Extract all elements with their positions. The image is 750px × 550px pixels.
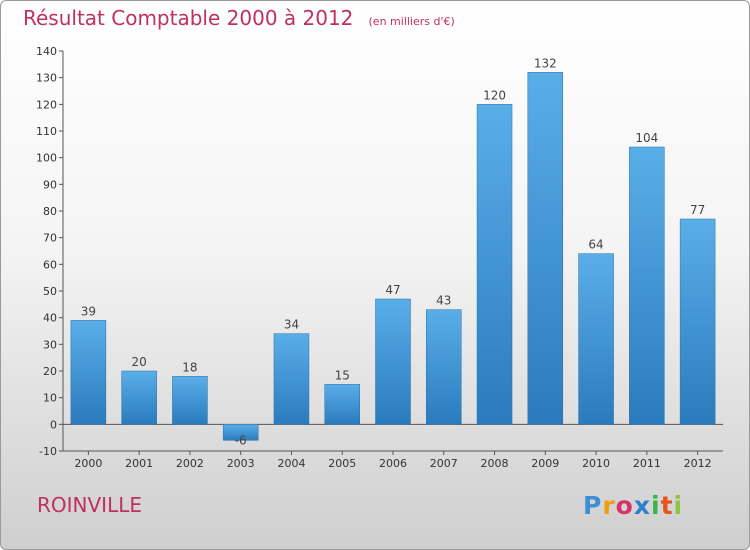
x-tick-label: 2005: [328, 457, 356, 470]
y-tick-label: 110: [36, 125, 57, 138]
data-label: 104: [635, 131, 658, 145]
data-label: 132: [534, 56, 557, 70]
y-tick-label: 10: [43, 392, 57, 405]
y-tick-label: 130: [36, 72, 57, 85]
y-tick-label: 140: [36, 45, 57, 58]
bar[interactable]: [121, 370, 157, 425]
bar[interactable]: [222, 424, 259, 441]
bar[interactable]: [476, 104, 513, 425]
data-label: 120: [483, 88, 506, 102]
y-tick-label: 60: [43, 258, 57, 271]
logo-letter: r: [602, 491, 616, 520]
bar[interactable]: [324, 384, 360, 425]
y-tick-label: 90: [43, 178, 57, 191]
x-tick-label: 2002: [176, 457, 204, 470]
x-tick-label: 2007: [430, 457, 458, 470]
bars: [70, 72, 716, 441]
bar[interactable]: [273, 333, 310, 425]
data-label: 39: [81, 304, 96, 318]
y-tick-label: 120: [36, 98, 57, 111]
x-tick-label: 2001: [125, 457, 153, 470]
logo-letter: i: [673, 491, 684, 520]
data-label: 15: [335, 368, 350, 382]
data-label: 20: [132, 355, 147, 369]
data-label: 34: [284, 318, 299, 332]
logo-letter: o: [615, 491, 634, 520]
data-labels: 39 20 18 -6 34 15 47 43 120 132 64 104 77: [81, 56, 706, 447]
x-tick-label: 2004: [277, 457, 305, 470]
data-label: 18: [182, 360, 197, 374]
data-label: 77: [690, 203, 705, 217]
y-tick-label: 40: [43, 312, 57, 325]
y-tick-label: 0: [50, 418, 57, 431]
axes: -10 0 10 20 30 40 50 60 70 80 90 100 110 120 130 140 200…: [36, 45, 723, 470]
data-label: 64: [588, 238, 603, 252]
y-tick-label: -10: [39, 445, 57, 458]
proxiti-logo[interactable]: Proxiti: [583, 491, 683, 520]
chart-unit-label: (en milliers d'€): [368, 15, 455, 28]
bar[interactable]: [375, 298, 411, 425]
x-tick-label: 2003: [227, 457, 255, 470]
logo-letter: P: [583, 491, 603, 520]
bar[interactable]: [679, 218, 716, 425]
data-label: -6: [235, 433, 247, 447]
chart-title: Résultat Comptable 2000 à 2012: [23, 6, 354, 30]
bar[interactable]: [426, 309, 462, 425]
x-tick-label: 2008: [481, 457, 509, 470]
logo-letter: x: [633, 491, 651, 520]
y-tick-label: 80: [43, 205, 57, 218]
logo-letter: t: [660, 491, 674, 520]
x-tick-label: 2012: [684, 457, 712, 470]
x-tick-label: 2011: [633, 457, 661, 470]
data-label: 47: [385, 283, 400, 297]
bar[interactable]: [527, 72, 564, 425]
y-tick-label: 70: [43, 232, 57, 245]
y-tick-label: 30: [43, 338, 57, 351]
y-tick-label: 20: [43, 365, 57, 378]
x-tick-label: 2009: [531, 457, 559, 470]
logo-letter: i: [651, 491, 661, 520]
chart-title-block: Résultat Comptable 2000 à 2012 (en milli…: [23, 6, 455, 30]
y-tick-label: 100: [36, 152, 57, 165]
x-tick-label: 2000: [74, 457, 102, 470]
x-tick-label: 2010: [582, 457, 610, 470]
city-name: ROINVILLE: [37, 493, 142, 517]
bar[interactable]: [578, 253, 614, 425]
data-label: 43: [436, 294, 451, 308]
bar[interactable]: [629, 146, 665, 425]
x-tick-label: 2006: [379, 457, 407, 470]
y-tick-label: 50: [43, 285, 57, 298]
bar[interactable]: [172, 376, 208, 425]
bar[interactable]: [70, 320, 107, 425]
